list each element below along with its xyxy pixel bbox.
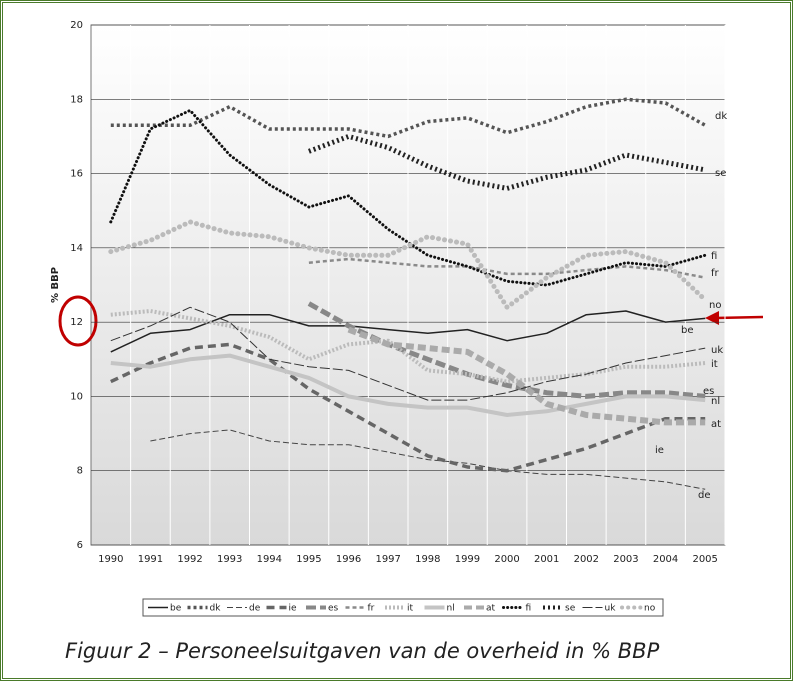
y-tick-label: 18 (70, 94, 83, 105)
y-tick-label: 14 (70, 243, 83, 254)
x-tick-label: 1993 (217, 554, 242, 565)
x-tick-label: 1994 (257, 554, 282, 565)
legend-label: ie (289, 604, 298, 614)
x-tick-label: 1996 (336, 554, 361, 565)
series-end-label: es (703, 386, 714, 397)
legend-label: dk (210, 604, 222, 614)
series-line (308, 257, 706, 279)
series-line (110, 306, 706, 401)
y-tick-label: 10 (70, 391, 83, 402)
legend-label: it (407, 604, 414, 614)
series-line (110, 342, 706, 473)
legend-label: at (486, 604, 496, 614)
legend-label: no (644, 604, 656, 614)
series-end-label: de (698, 490, 711, 501)
series-end-label: nl (711, 396, 720, 407)
x-tick-label: 2002 (574, 554, 599, 565)
legend-label: fr (368, 604, 375, 614)
x-tick-label: 2004 (653, 554, 678, 565)
x-tick-label: 1991 (138, 554, 163, 565)
x-tick-label: 1997 (375, 554, 400, 565)
x-tick-label: 2001 (534, 554, 559, 565)
series-end-label: ie (655, 445, 664, 456)
series-end-label: dk (715, 111, 727, 122)
caption: Figuur 2 – Personeelsuitgaven van de ove… (65, 639, 660, 663)
x-tick-label: 1999 (455, 554, 480, 565)
x-tick-label: 2003 (613, 554, 638, 565)
series-end-label: se (715, 168, 726, 179)
y-tick-label: 6 (77, 540, 83, 551)
series-end-label: it (711, 359, 718, 370)
x-tick-label: 1995 (296, 554, 321, 565)
legend-label: de (249, 604, 261, 614)
x-tick-label: 2000 (494, 554, 519, 565)
series-line (110, 353, 706, 417)
legend-label: be (170, 604, 182, 614)
y-tick-label: 20 (70, 20, 83, 31)
series-line (110, 309, 706, 384)
series-line (150, 429, 706, 490)
legend-label: es (328, 604, 339, 614)
legend-label: se (565, 604, 576, 614)
series-end-label: no (709, 300, 721, 311)
series-end-label: be (681, 325, 694, 336)
x-tick-label: 1990 (98, 554, 123, 565)
arrow-shaft (714, 315, 764, 320)
series-end-label: fi (711, 251, 717, 262)
series-line (110, 97, 707, 139)
series-line (108, 219, 708, 310)
legend-label: nl (447, 604, 455, 614)
series-end-label: fr (711, 268, 720, 279)
series-line (347, 326, 706, 426)
x-tick-label: 1998 (415, 554, 440, 565)
x-tick-label: 1992 (177, 554, 202, 565)
x-tick-label: 2005 (692, 554, 717, 565)
y-tick-label: 16 (70, 169, 83, 180)
arrow-head (705, 311, 719, 325)
series-end-label: uk (711, 345, 723, 356)
y-tick-label: 12 (70, 317, 83, 328)
legend-label: uk (605, 604, 617, 614)
highlight-circle (58, 295, 98, 347)
y-axis-label: % BBP (50, 267, 61, 303)
y-tick-label: 8 (77, 466, 83, 477)
chart: % BBP 6 8 10 12 14 16 18 20 1990 1991 1992 1993 1994… (50, 20, 764, 617)
legend-label: fi (526, 604, 532, 614)
series-end-label: at (711, 419, 721, 430)
